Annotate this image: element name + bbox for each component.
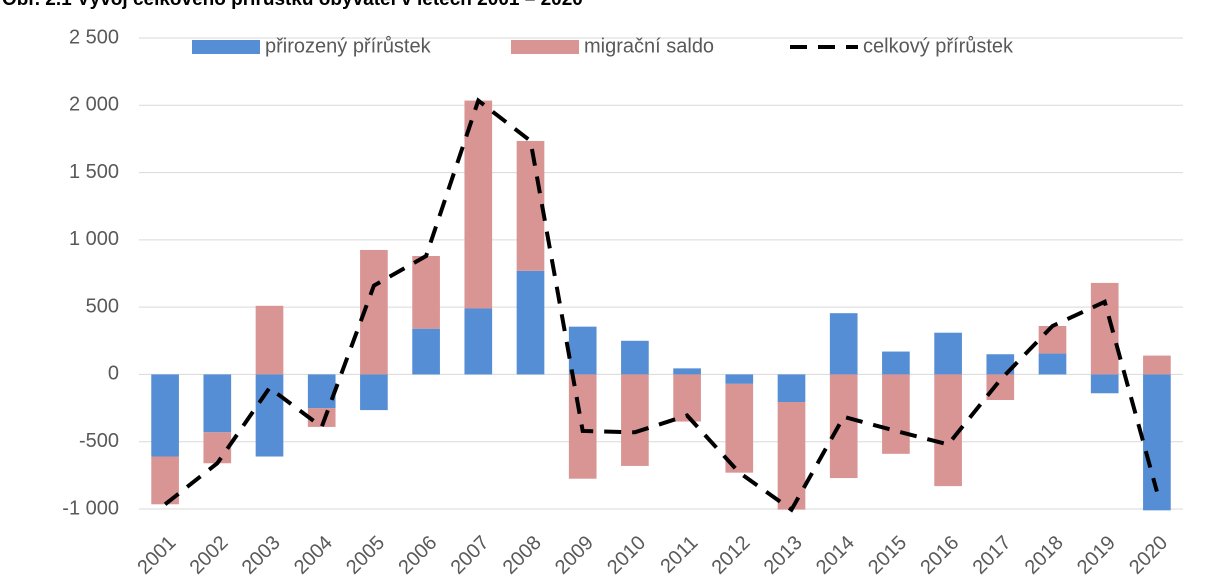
legend-label: přirozený přírůstek — [265, 35, 432, 57]
y-tick-label: -1 000 — [62, 497, 119, 519]
y-tick-label: 500 — [86, 295, 119, 317]
bar — [1143, 355, 1171, 375]
bar — [1038, 325, 1067, 354]
x-tick-label: 2001 — [133, 532, 180, 579]
bar — [673, 368, 701, 375]
bar — [1038, 353, 1067, 375]
x-tick-label: 2008 — [499, 532, 546, 579]
y-tick-label: 0 — [108, 363, 119, 385]
bar — [1090, 374, 1119, 394]
y-tick-label: 2 500 — [69, 26, 119, 48]
bar — [255, 305, 284, 375]
x-tick-label: 2005 — [342, 532, 389, 579]
bar — [464, 100, 493, 309]
bar — [412, 328, 440, 375]
bar — [516, 270, 545, 375]
legend-swatch — [192, 40, 260, 54]
bar — [829, 313, 858, 375]
x-tick-label: 2011 — [656, 532, 702, 578]
legend-label: celkový přírůstek — [863, 35, 1014, 57]
x-tick-label: 2009 — [551, 532, 598, 579]
bar — [151, 374, 179, 457]
x-tick-label: 2007 — [447, 532, 494, 579]
x-tick-label: 2014 — [812, 532, 859, 579]
bar — [621, 340, 649, 375]
x-tick-label: 2018 — [1021, 532, 1068, 579]
x-tick-label: 2004 — [290, 532, 337, 579]
bar — [725, 374, 754, 384]
x-tick-label: 2017 — [969, 532, 1016, 579]
bar — [829, 374, 858, 479]
x-tick-label: 2012 — [708, 532, 755, 579]
bar — [725, 383, 754, 473]
y-tick-label: 1 500 — [69, 161, 119, 183]
bar — [360, 374, 388, 411]
x-tick-label: 2020 — [1125, 532, 1172, 579]
x-tick-label: 2013 — [760, 532, 807, 579]
y-tick-label: 1 000 — [69, 228, 119, 250]
bar — [412, 256, 440, 329]
bar — [882, 374, 910, 454]
bar — [464, 308, 493, 375]
bar — [986, 374, 1015, 400]
x-tick-label: 2003 — [238, 532, 285, 579]
x-tick-label: 2016 — [916, 532, 963, 579]
bar — [1090, 282, 1119, 375]
legend-label: migrační saldo — [584, 35, 714, 57]
bar — [777, 402, 806, 510]
chart-title: Obr. 2.1 Vývoj celkového přírůstku obyva… — [2, 0, 583, 10]
bar — [882, 351, 910, 375]
bar — [307, 374, 336, 409]
bar — [516, 140, 545, 271]
x-tick-label: 2015 — [864, 532, 911, 579]
bar — [255, 374, 284, 457]
bar — [568, 326, 597, 375]
y-tick-label: 2 000 — [69, 94, 119, 116]
x-tick-label: 2006 — [394, 532, 441, 579]
bar — [777, 374, 806, 403]
x-tick-label: 2019 — [1073, 532, 1120, 579]
legend-swatch — [511, 40, 579, 54]
x-tick-label: 2002 — [186, 532, 233, 579]
y-tick-label: -500 — [79, 430, 119, 452]
bar — [621, 374, 649, 466]
bar — [934, 332, 962, 375]
line — [163, 97, 1159, 513]
x-tick-label: 2010 — [603, 532, 650, 579]
bar — [986, 354, 1015, 375]
bar — [203, 374, 232, 433]
